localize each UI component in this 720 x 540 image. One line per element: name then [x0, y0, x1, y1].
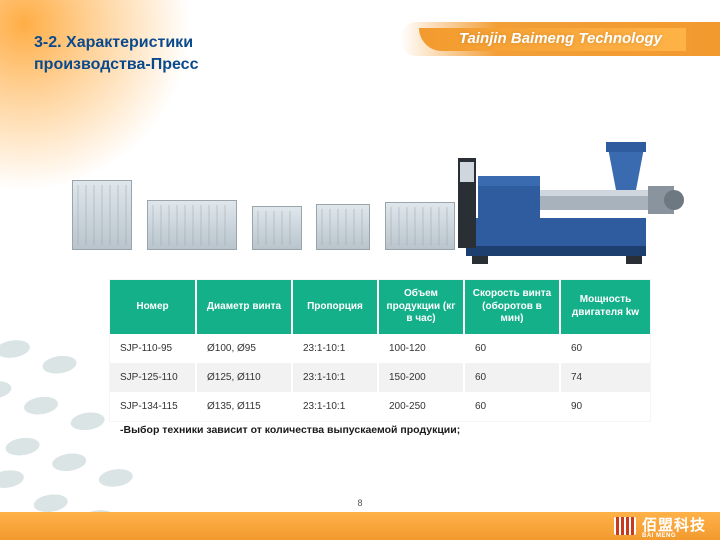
- cell: 23:1-10:1: [292, 334, 378, 363]
- machine-image-2: [147, 200, 237, 250]
- cell: 23:1-10:1: [292, 363, 378, 392]
- footer-bar: 佰盟科技 BAI MENG: [0, 512, 720, 540]
- machine-image-1: [72, 180, 132, 250]
- cell: 150-200: [378, 363, 464, 392]
- cell: 100-120: [378, 334, 464, 363]
- col-header-4: Скорость винта (оборотов в мин): [464, 280, 560, 334]
- cell: SJP-110-95: [110, 334, 196, 363]
- logo-mark-icon: [614, 517, 636, 535]
- col-header-5: Мощность двигателя kw: [560, 280, 650, 334]
- cell: SJP-125-110: [110, 363, 196, 392]
- logo-cn: 佰盟科技: [642, 514, 706, 535]
- table-row: SJP-134-115 Ø135, Ø115 23:1-10:1 200-250…: [110, 392, 650, 421]
- cell: 74: [560, 363, 650, 392]
- footer-logo: 佰盟科技 BAI MENG: [614, 514, 706, 539]
- col-header-0: Номер: [110, 280, 196, 334]
- slide-title: 3-2. Характеристики производства-Пресс: [34, 32, 294, 75]
- brand-text: Tainjin Baimeng Technology: [419, 28, 686, 51]
- cell: Ø100, Ø95: [196, 334, 292, 363]
- table-header-row: Номер Диаметр винта Пропорция Объем прод…: [110, 280, 650, 334]
- machine-image-4: [316, 204, 370, 250]
- cell: 200-250: [378, 392, 464, 421]
- machine-image-3: [252, 206, 302, 250]
- cell: 60: [464, 392, 560, 421]
- cell: Ø125, Ø110: [196, 363, 292, 392]
- cell: SJP-134-115: [110, 392, 196, 421]
- cell: 90: [560, 392, 650, 421]
- page-number: 8: [357, 498, 362, 508]
- col-header-1: Диаметр винта: [196, 280, 292, 334]
- machine-image-large: [448, 98, 688, 274]
- cell: 60: [464, 334, 560, 363]
- col-header-2: Пропорция: [292, 280, 378, 334]
- table-row: SJP-110-95 Ø100, Ø95 23:1-10:1 100-120 6…: [110, 334, 650, 363]
- table-footnote: -Выбор техники зависит от количества вып…: [120, 424, 460, 436]
- cell: Ø135, Ø115: [196, 392, 292, 421]
- spec-table: Номер Диаметр винта Пропорция Объем прод…: [110, 280, 650, 421]
- cell: 60: [560, 334, 650, 363]
- machine-image-5: [385, 202, 455, 250]
- cell: 60: [464, 363, 560, 392]
- table-row: SJP-125-110 Ø125, Ø110 23:1-10:1 150-200…: [110, 363, 650, 392]
- cell: 23:1-10:1: [292, 392, 378, 421]
- col-header-3: Объем продукции (кг в час): [378, 280, 464, 334]
